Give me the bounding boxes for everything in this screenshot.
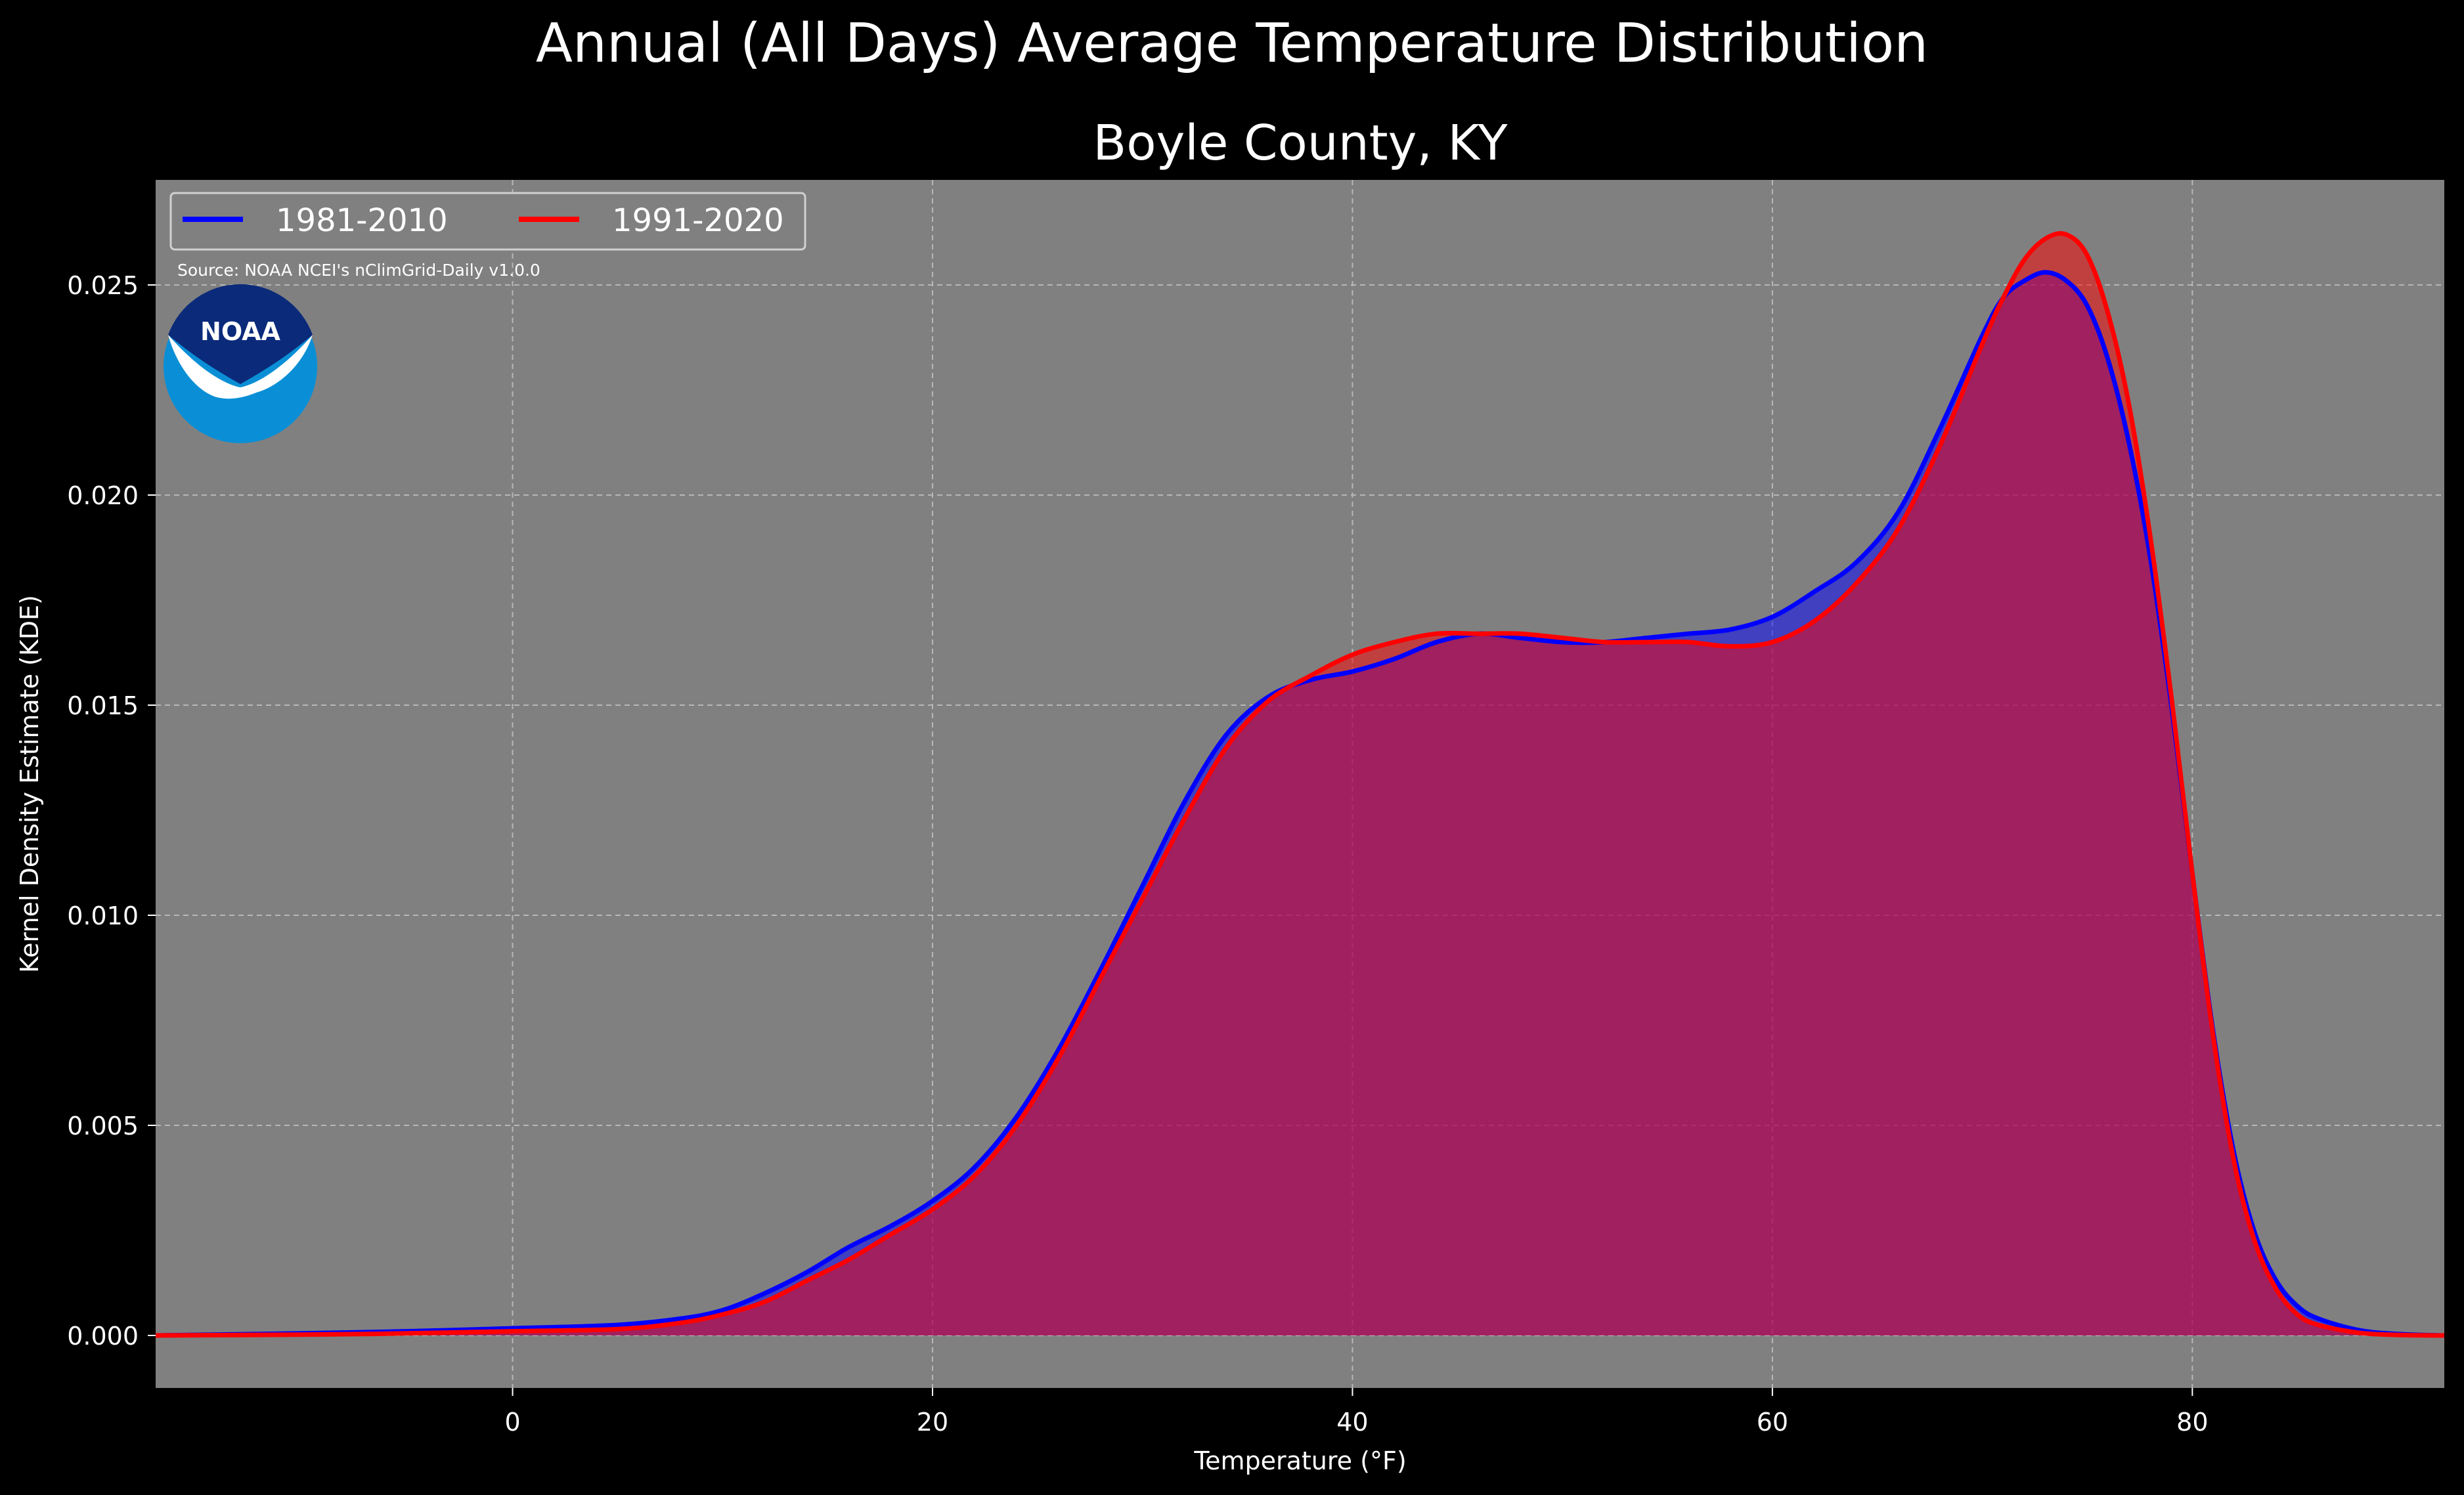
legend-box (169, 192, 806, 251)
series-layer (155, 230, 2445, 1338)
noaa-logo-text: NOAA (200, 317, 280, 346)
noaa-logo-bird (168, 335, 313, 399)
noaa-logo-top (168, 284, 313, 384)
x-tick-label: 40 (1336, 1408, 1368, 1437)
y-axis-label: Kernel Density Estimate (KDE) (15, 595, 44, 973)
y-tick-label: 0.010 (67, 901, 139, 930)
x-tick-label: 60 (1757, 1408, 1788, 1437)
x-tick-label: 20 (917, 1408, 948, 1437)
legend-label-1991-2020: 1991-2020 (612, 202, 784, 239)
series-area-1991-2020 (156, 233, 2444, 1335)
chart-title: Annual (All Days) Average Temperature Di… (536, 12, 1928, 75)
x-tick-label: 80 (2176, 1408, 2208, 1437)
y-tick-label: 0.025 (67, 271, 139, 300)
legend-label-1981-2010: 1981-2010 (276, 202, 448, 239)
y-tick-label: 0.020 (67, 481, 139, 510)
y-tick-label: 0.005 (67, 1112, 139, 1140)
chart-subtitle: Boyle County, KY (1093, 115, 1508, 171)
source-note: Source: NOAA NCEI's nClimGrid-Daily v1.0… (177, 261, 540, 280)
legend: 1981-2010 1991-2020 (169, 192, 806, 251)
ticks: 0 20 40 60 80 0.000 0.005 0.010 0.015 0.020 0.025 (67, 271, 2208, 1437)
series-line-1991-2020 (155, 230, 2445, 1338)
y-tick-label: 0.000 (67, 1322, 139, 1351)
y-tick-label: 0.015 (67, 691, 139, 720)
x-axis-label: Temperature (°F) (1193, 1446, 1406, 1475)
x-tick-label: 0 (504, 1408, 520, 1437)
noaa-logo: NOAA (164, 284, 317, 443)
